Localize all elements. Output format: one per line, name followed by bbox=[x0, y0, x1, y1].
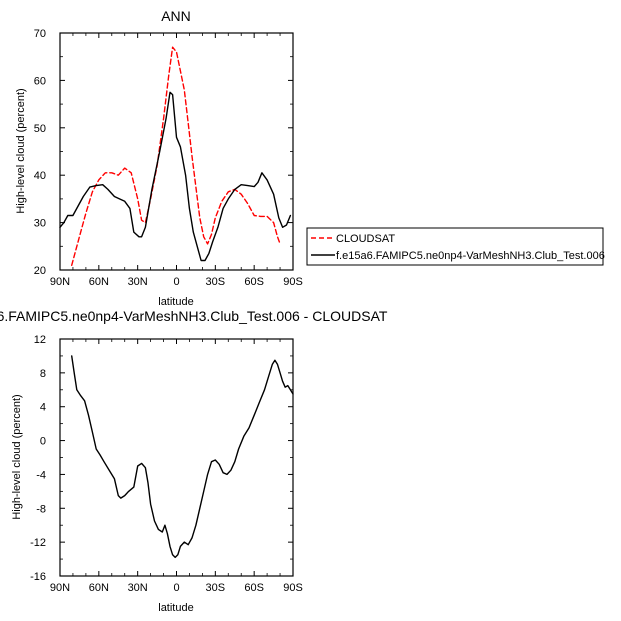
legend-label-cloudsat: CLOUDSAT bbox=[336, 233, 395, 245]
x-axis-label: latitude bbox=[158, 296, 193, 308]
x-tick-label: 60S bbox=[244, 582, 264, 594]
legend-box bbox=[306, 227, 604, 266]
x-tick-label: 0 bbox=[173, 276, 179, 288]
y-tick-label: 30 bbox=[34, 218, 46, 230]
plot-frame bbox=[59, 338, 294, 577]
y-tick-label: 4 bbox=[40, 402, 46, 414]
y-axis-label: High-level cloud (percent) bbox=[11, 394, 23, 519]
x-tick-label: 90S bbox=[283, 582, 303, 594]
series-line-0 bbox=[70, 355, 294, 559]
y-tick-label: 0 bbox=[40, 436, 46, 448]
x-tick-label: 90N bbox=[50, 276, 70, 288]
x-tick-label: 90N bbox=[50, 582, 70, 594]
y-tick-label: -12 bbox=[30, 537, 46, 549]
series-line-0 bbox=[70, 46, 281, 266]
panel-bottom: 6.FAMIPC5.ne0np4-VarMeshNH3.Club_Test.00… bbox=[0, 308, 388, 614]
legend: CLOUDSAT f.e15a6.FAMIPC5.ne0np4-VarMeshN… bbox=[306, 227, 605, 266]
chart-title: 6.FAMIPC5.ne0np4-VarMeshNH3.Club_Test.00… bbox=[0, 308, 388, 324]
y-tick-label: 20 bbox=[34, 265, 46, 277]
y-tick-label: 50 bbox=[34, 123, 46, 135]
x-tick-label: 30S bbox=[206, 276, 226, 288]
x-tick-label: 90S bbox=[283, 276, 303, 288]
x-tick-label: 30N bbox=[128, 276, 148, 288]
y-tick-label: 70 bbox=[34, 28, 46, 40]
plot-frame bbox=[59, 32, 294, 271]
x-tick-label: 30S bbox=[206, 582, 226, 594]
y-tick-label: -16 bbox=[30, 571, 46, 583]
x-tick-label: 0 bbox=[173, 582, 179, 594]
series-line-1 bbox=[59, 91, 292, 262]
y-tick-label: 12 bbox=[34, 334, 46, 346]
panel-top: ANN 90N 60N 30N 0 30S 60S 90S 20 30 40 50 60 70 lati… bbox=[15, 8, 605, 308]
y-tick-label: -4 bbox=[36, 469, 46, 481]
legend-label-model: f.e15a6.FAMIPC5.ne0np4-VarMeshNH3.Club_T… bbox=[336, 250, 605, 262]
x-tick-label: 60N bbox=[89, 582, 109, 594]
y-tick-label: 8 bbox=[40, 368, 46, 380]
x-axis-label: latitude bbox=[158, 602, 193, 614]
chart-title: ANN bbox=[161, 8, 191, 24]
x-tick-label: 30N bbox=[128, 582, 148, 594]
x-tick-label: 60N bbox=[89, 276, 109, 288]
x-tick-label: 60S bbox=[244, 276, 264, 288]
y-tick-label: 60 bbox=[34, 75, 46, 87]
y-axis-label: High-level cloud (percent) bbox=[15, 88, 27, 213]
y-tick-label: -8 bbox=[36, 503, 46, 515]
y-tick-label: 40 bbox=[34, 170, 46, 182]
